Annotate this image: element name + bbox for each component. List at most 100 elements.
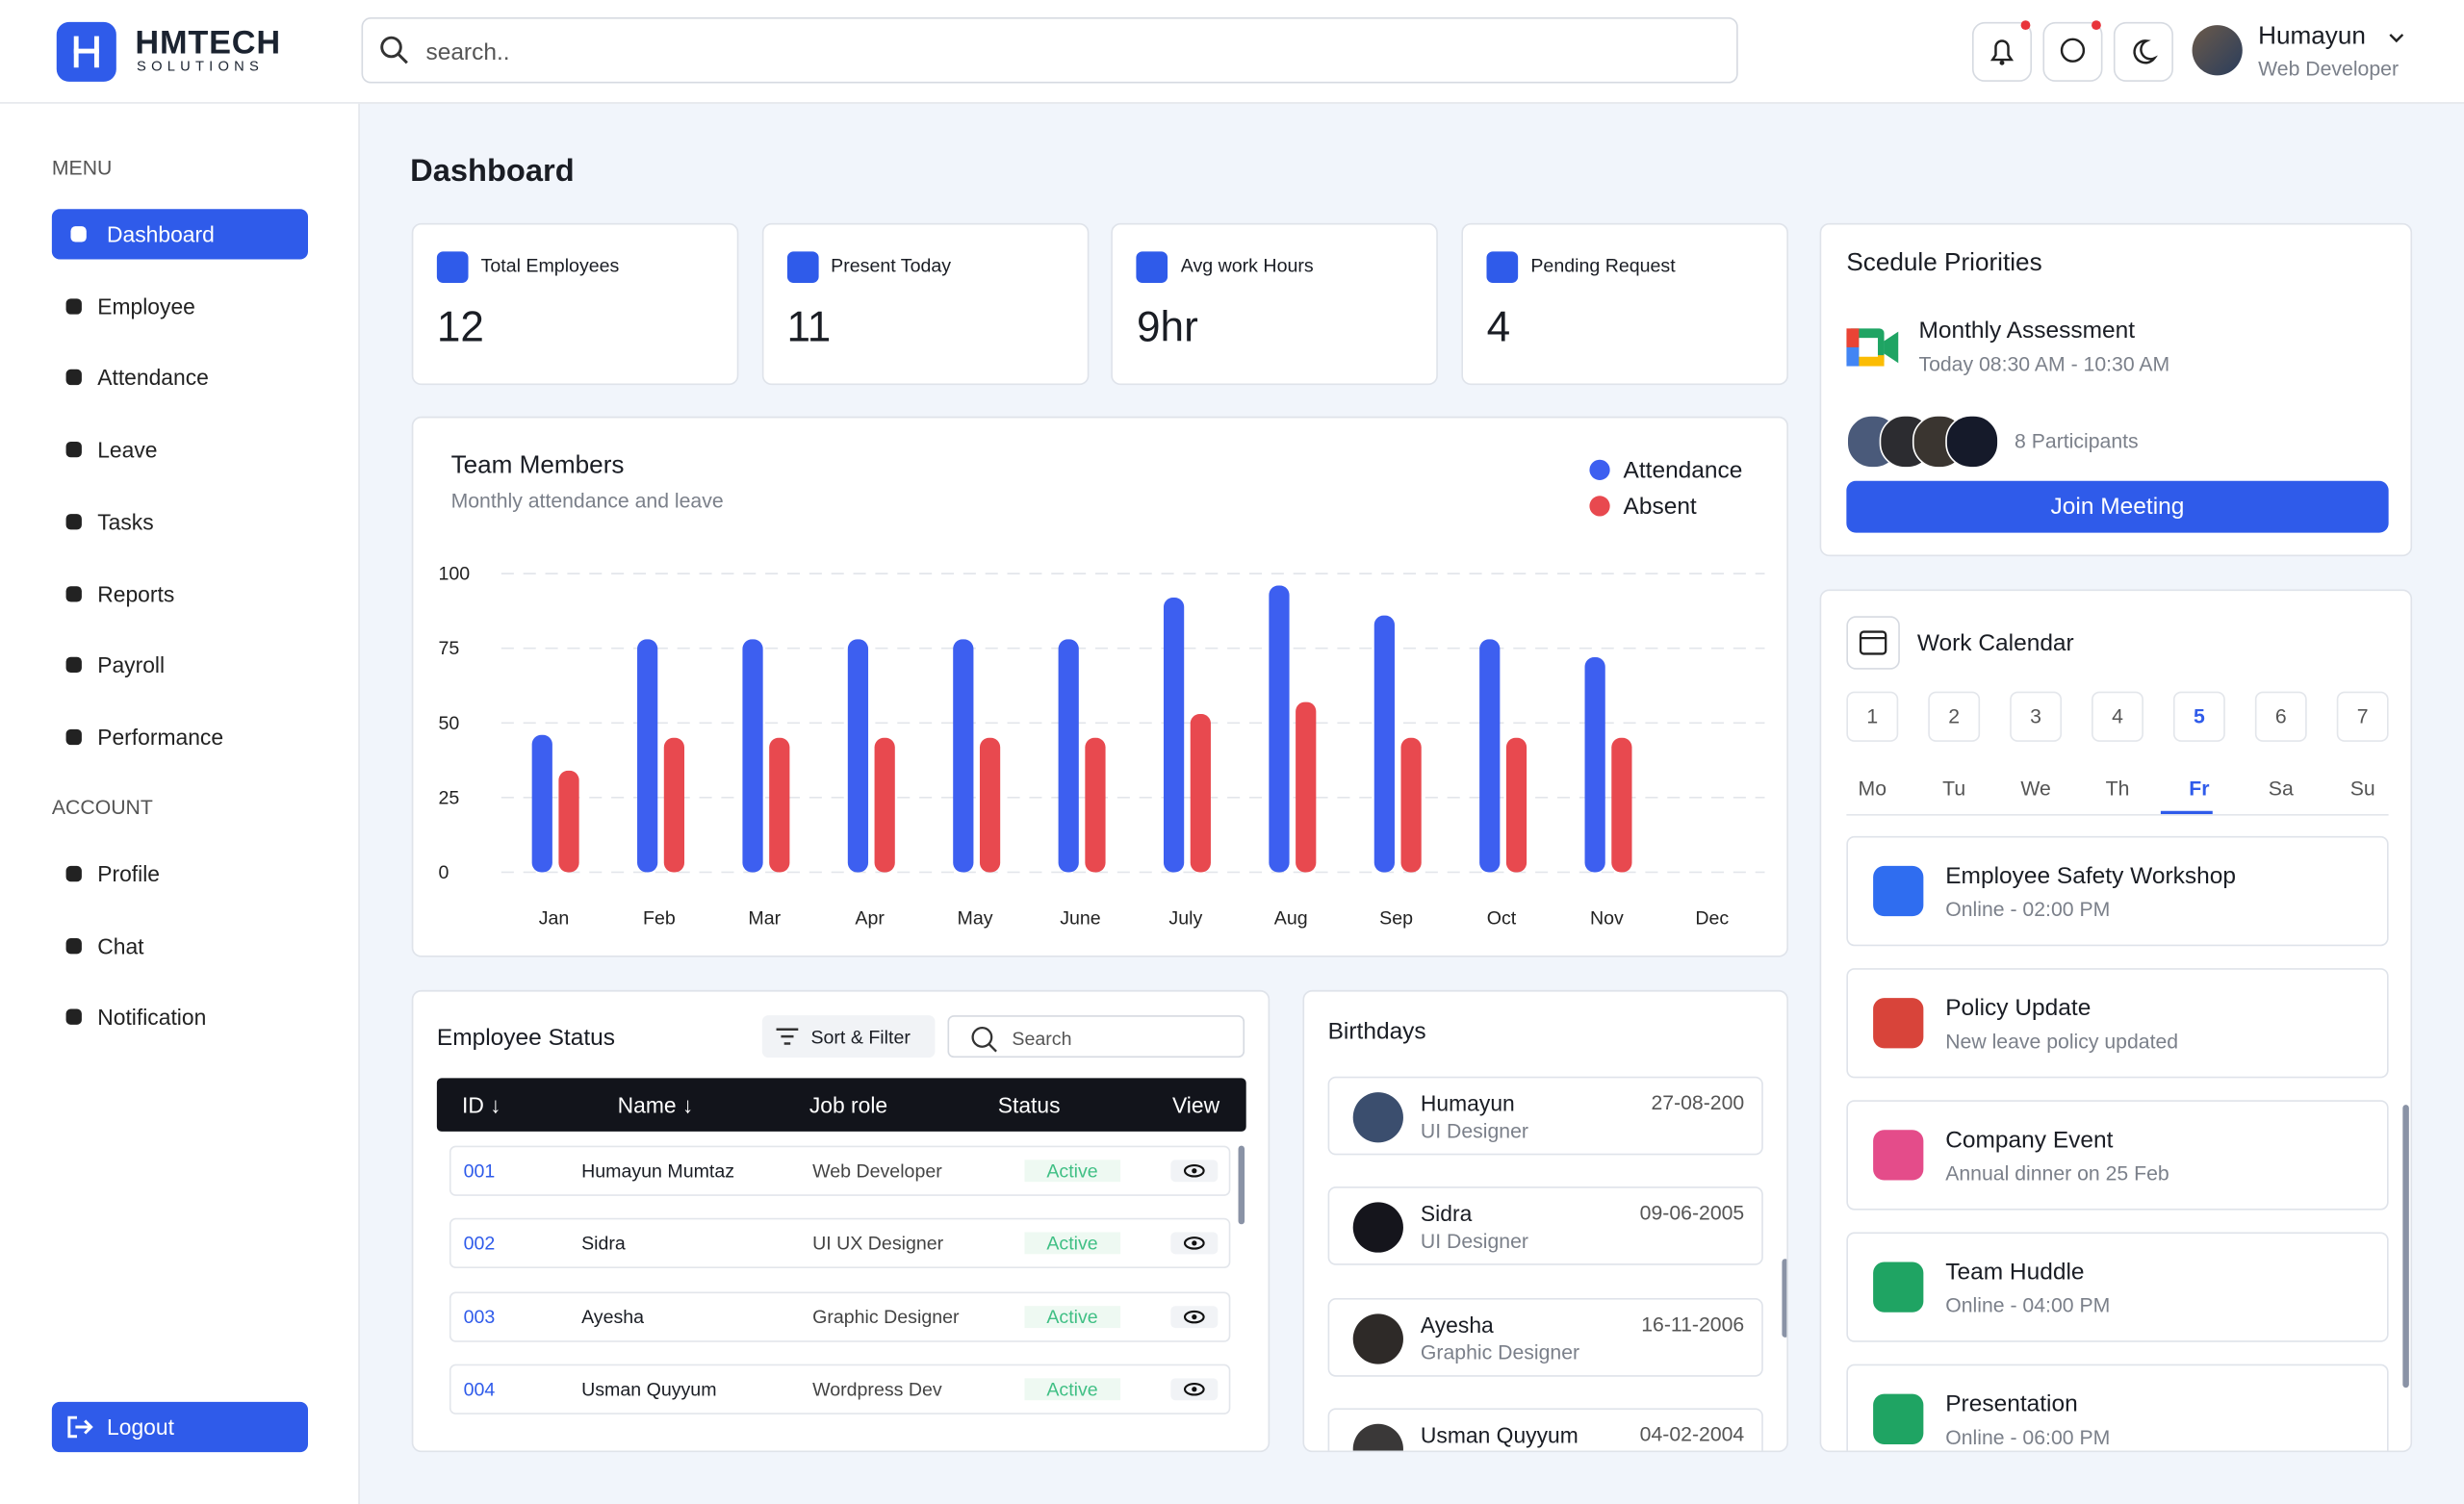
notification-button[interactable] bbox=[1971, 20, 2033, 82]
row-id[interactable]: 001 bbox=[463, 1160, 496, 1183]
user-avatar[interactable] bbox=[2192, 25, 2243, 76]
calendar-scrollbar[interactable] bbox=[2402, 1105, 2409, 1389]
view-button[interactable] bbox=[1170, 1160, 1219, 1183]
birthday-name: Sidra bbox=[1420, 1201, 1473, 1227]
nav-label: Performance bbox=[97, 724, 224, 750]
x-tick-label: Feb bbox=[643, 907, 676, 929]
event-title: Presentation bbox=[1945, 1390, 2078, 1418]
birthday-avatar bbox=[1352, 1202, 1403, 1254]
account-label: ACCOUNT bbox=[51, 795, 153, 819]
event-detail: Annual dinner on 25 Feb bbox=[1945, 1160, 2169, 1185]
nav-item[interactable]: Payroll bbox=[52, 640, 308, 690]
logout-button[interactable]: Logout bbox=[51, 1401, 308, 1453]
table-search[interactable]: Search bbox=[947, 1015, 1245, 1058]
nav-label: Leave bbox=[97, 437, 158, 463]
sort-filter-label: Sort & Filter bbox=[810, 1026, 911, 1049]
nav-item[interactable]: Attendance bbox=[52, 352, 308, 402]
event-card[interactable]: Company Event Annual dinner on 25 Feb bbox=[1846, 1100, 2389, 1211]
nav-item[interactable]: Reports bbox=[52, 568, 308, 618]
view-button[interactable] bbox=[1170, 1378, 1219, 1401]
day-button[interactable]: 5 bbox=[2172, 691, 2225, 742]
weekday-label: Th bbox=[2105, 776, 2130, 801]
x-tick-label: Oct bbox=[1487, 907, 1517, 929]
stat-card: Present Today 11 bbox=[761, 222, 1089, 386]
legend-label: Absent bbox=[1624, 494, 1697, 520]
row-id[interactable]: 004 bbox=[463, 1378, 496, 1401]
nav-item[interactable]: Performance bbox=[52, 712, 308, 762]
event-card[interactable]: Team Huddle Online - 04:00 PM bbox=[1846, 1232, 2389, 1342]
birthday-name: Usman Quyyum bbox=[1420, 1421, 1578, 1448]
nav-label: Payroll bbox=[97, 652, 166, 678]
table-scrollbar[interactable] bbox=[1238, 1145, 1245, 1225]
bar bbox=[1505, 737, 1527, 873]
weekday-label: Su bbox=[2349, 776, 2375, 801]
x-tick-label: Mar bbox=[748, 907, 781, 929]
message-button[interactable] bbox=[2042, 20, 2103, 82]
event-card[interactable]: Policy Update New leave policy updated bbox=[1846, 968, 2389, 1079]
event-title: Company Event bbox=[1945, 1127, 2114, 1154]
event-card[interactable]: Presentation Online - 06:00 PM bbox=[1846, 1364, 2389, 1451]
logout-label: Logout bbox=[107, 1414, 174, 1440]
day-button[interactable]: 4 bbox=[2092, 691, 2143, 742]
view-button[interactable] bbox=[1170, 1305, 1219, 1328]
day-button[interactable]: 3 bbox=[2010, 691, 2063, 742]
event-title: Employee Safety Workshop bbox=[1945, 862, 2236, 890]
nav-item[interactable]: Profile bbox=[52, 849, 308, 899]
bar bbox=[742, 639, 763, 873]
brand-sub: SOLUTIONS bbox=[137, 58, 264, 74]
event-icon bbox=[1873, 865, 1924, 917]
day-button[interactable]: 1 bbox=[1846, 691, 1899, 742]
x-tick-label: Jan bbox=[539, 907, 570, 929]
theme-button[interactable] bbox=[2113, 21, 2173, 82]
calendar-card: Work Calendar 1 Mo 2 Tu 3 We 4 Th 5 Fr 6 Sa 7 Su Emplo… bbox=[1819, 589, 2413, 1453]
day-button[interactable]: 2 bbox=[1928, 691, 1981, 742]
nav-item[interactable]: Chat bbox=[52, 921, 308, 971]
search-box[interactable]: search.. bbox=[361, 16, 1738, 84]
table-row: 002 Sidra UI UX Designer Active bbox=[449, 1218, 1231, 1269]
join-meeting-button[interactable]: Join Meeting bbox=[1846, 480, 2389, 533]
bar bbox=[1400, 737, 1422, 873]
legend-label: Attendance bbox=[1624, 457, 1743, 483]
brand: HMTECH bbox=[135, 25, 281, 62]
stat-value: 12 bbox=[436, 303, 484, 351]
row-role: Graphic Designer bbox=[812, 1305, 960, 1328]
nav-item[interactable]: Employee bbox=[52, 281, 308, 331]
nav-item[interactable]: Tasks bbox=[52, 497, 308, 547]
bar bbox=[769, 737, 790, 873]
row-id[interactable]: 002 bbox=[463, 1233, 496, 1255]
nav-item[interactable]: Notification bbox=[52, 992, 308, 1042]
view-button[interactable] bbox=[1170, 1233, 1219, 1255]
nav-item[interactable]: Dashboard bbox=[51, 209, 308, 260]
calendar-title: Work Calendar bbox=[1916, 629, 2074, 657]
birthdays-card: Birthdays Humayun UI Designer 27-08-200 Sid… bbox=[1302, 989, 1788, 1453]
stat-icon bbox=[436, 251, 469, 283]
weekday-label: Mo bbox=[1858, 776, 1887, 801]
sort-filter-button[interactable]: Sort & Filter bbox=[761, 1015, 936, 1058]
page-title: Dashboard bbox=[410, 154, 575, 189]
x-tick-label: Sep bbox=[1379, 907, 1413, 929]
nav-item[interactable]: Leave bbox=[52, 424, 308, 474]
day-button[interactable]: 6 bbox=[2254, 691, 2307, 742]
user-dropdown[interactable] bbox=[2387, 30, 2406, 45]
column-header: ID ↓ bbox=[461, 1092, 501, 1118]
birthdays-scrollbar[interactable] bbox=[1782, 1259, 1787, 1338]
nav-label: Chat bbox=[97, 932, 144, 958]
row-status: Active bbox=[1024, 1160, 1120, 1183]
row-name: Sidra bbox=[581, 1233, 626, 1255]
row-role: Wordpress Dev bbox=[812, 1378, 942, 1401]
column-header: Job role bbox=[808, 1092, 888, 1118]
schedule-time: Today 08:30 AM - 10:30 AM bbox=[1918, 351, 2170, 376]
user-name[interactable]: Humayun bbox=[2258, 23, 2366, 51]
birthday-item: Humayun UI Designer 27-08-200 bbox=[1327, 1076, 1763, 1156]
nav-label: Tasks bbox=[97, 508, 154, 534]
row-id[interactable]: 003 bbox=[463, 1305, 496, 1328]
day-button[interactable]: 7 bbox=[2336, 691, 2389, 742]
nav-label: Profile bbox=[97, 861, 161, 887]
stat-card: Total Employees 12 bbox=[411, 222, 739, 386]
table-search-placeholder: Search bbox=[1012, 1028, 1072, 1050]
weekday-label: Tu bbox=[1942, 776, 1966, 801]
birthday-item: Ayesha Graphic Designer 16-11-2006 bbox=[1327, 1297, 1763, 1377]
event-card[interactable]: Employee Safety Workshop Online - 02:00 P… bbox=[1846, 835, 2389, 947]
sidebar: MENU ACCOUNT Logout Dashboard Employee Att… bbox=[0, 103, 360, 1504]
